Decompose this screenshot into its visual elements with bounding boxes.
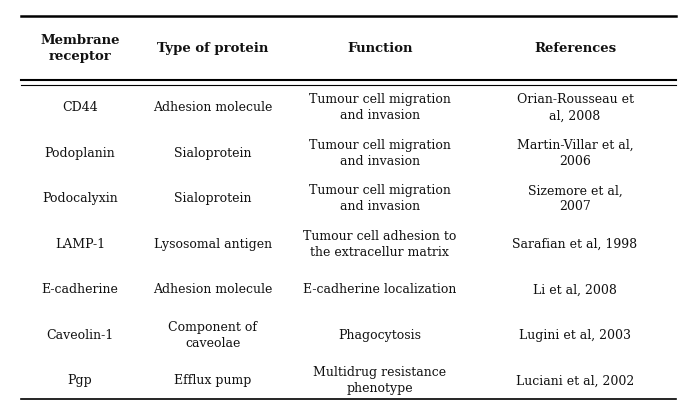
Text: Multidrug resistance
phenotype: Multidrug resistance phenotype xyxy=(314,366,446,395)
Text: Podocalyxin: Podocalyxin xyxy=(43,192,118,206)
Text: Adhesion molecule: Adhesion molecule xyxy=(153,283,273,296)
Text: Pgp: Pgp xyxy=(68,374,93,387)
Text: Tumour cell migration
and invasion: Tumour cell migration and invasion xyxy=(309,185,451,213)
Text: Membrane
receptor: Membrane receptor xyxy=(40,34,120,63)
Text: Lysosomal antigen: Lysosomal antigen xyxy=(153,238,272,251)
Text: Function: Function xyxy=(347,42,413,55)
Text: Phagocytosis: Phagocytosis xyxy=(338,329,422,342)
Text: Luciani et al, 2002: Luciani et al, 2002 xyxy=(516,374,634,387)
Text: Adhesion molecule: Adhesion molecule xyxy=(153,102,273,114)
Text: Caveolin-1: Caveolin-1 xyxy=(47,329,114,342)
Text: Li et al, 2008: Li et al, 2008 xyxy=(533,283,617,296)
Text: Lugini et al, 2003: Lugini et al, 2003 xyxy=(519,329,631,342)
Text: References: References xyxy=(534,42,616,55)
Text: Component of
caveolae: Component of caveolae xyxy=(168,321,257,350)
Text: Sialoprotein: Sialoprotein xyxy=(174,147,252,160)
Text: Sialoprotein: Sialoprotein xyxy=(174,192,252,206)
Text: CD44: CD44 xyxy=(62,102,98,114)
Text: Martin-Villar et al,
2006: Martin-Villar et al, 2006 xyxy=(516,139,634,168)
Text: Podoplanin: Podoplanin xyxy=(45,147,116,160)
Text: Sizemore et al,
2007: Sizemore et al, 2007 xyxy=(528,185,622,213)
Text: E-cadherine: E-cadherine xyxy=(42,283,118,296)
Text: Tumour cell adhesion to
the extracellur matrix: Tumour cell adhesion to the extracellur … xyxy=(303,230,457,259)
Text: Type of protein: Type of protein xyxy=(157,42,268,55)
Text: Efflux pump: Efflux pump xyxy=(174,374,252,387)
Text: LAMP-1: LAMP-1 xyxy=(55,238,105,251)
Text: E-cadherine localization: E-cadherine localization xyxy=(303,283,457,296)
Text: Tumour cell migration
and invasion: Tumour cell migration and invasion xyxy=(309,93,451,122)
Text: Tumour cell migration
and invasion: Tumour cell migration and invasion xyxy=(309,139,451,168)
Text: Orian-Rousseau et
al, 2008: Orian-Rousseau et al, 2008 xyxy=(516,93,634,122)
Text: Sarafian et al, 1998: Sarafian et al, 1998 xyxy=(512,238,638,251)
